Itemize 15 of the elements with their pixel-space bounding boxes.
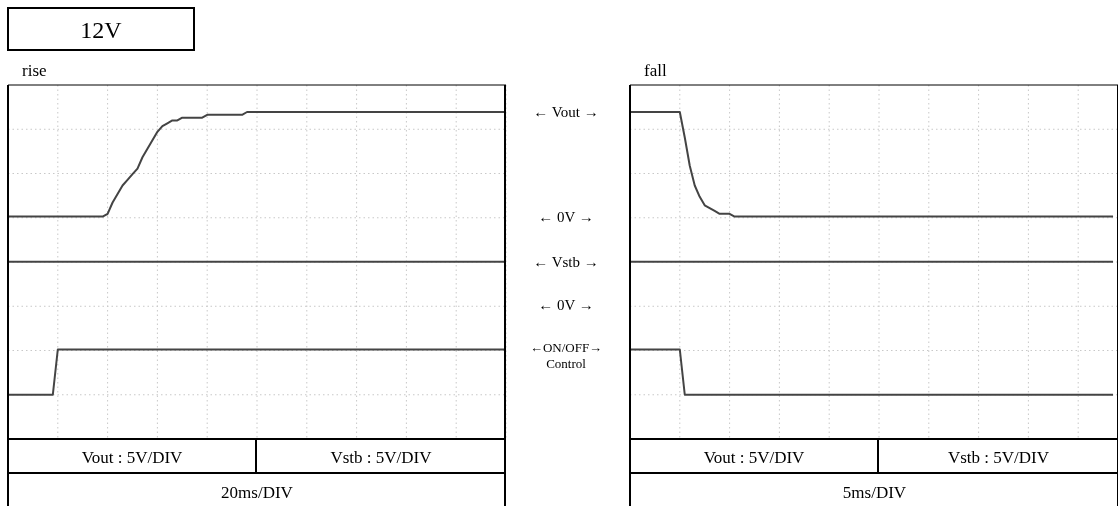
text: ←ON/OFF→ bbox=[529, 340, 603, 355]
text: Vout : 5V/DIV bbox=[703, 448, 806, 467]
text: Vstb : 5V/DIV bbox=[947, 448, 1050, 467]
chart-subtitle: rise bbox=[22, 61, 47, 80]
chart-title: 12V bbox=[80, 17, 123, 43]
text: Vstb : 5V/DIV bbox=[330, 448, 433, 467]
text: ← Vstb → bbox=[533, 254, 599, 270]
text: Control bbox=[546, 356, 587, 371]
chart-subtitle: fall bbox=[644, 61, 667, 80]
x-axis-title: 5ms/DIV bbox=[842, 483, 907, 502]
text: ← 0V → bbox=[538, 297, 594, 313]
x-axis-title: 20ms/DIV bbox=[221, 483, 294, 502]
text: Vout : 5V/DIV bbox=[81, 448, 184, 467]
text: ← 0V → bbox=[538, 209, 594, 225]
text: ← Vout → bbox=[533, 104, 599, 120]
